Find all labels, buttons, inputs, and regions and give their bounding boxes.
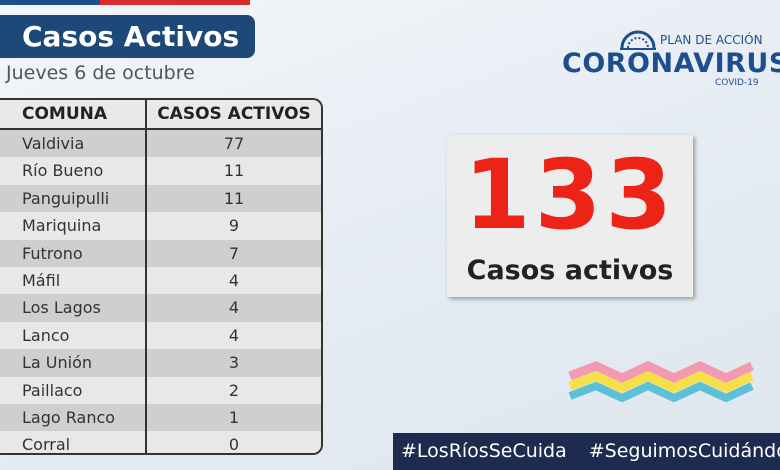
table-row: Paillaco 2 [0, 376, 321, 404]
table-row: Corral 0 [0, 431, 321, 455]
cell-casos: 4 [228, 325, 240, 345]
cell-comuna: Paillaco [0, 376, 147, 404]
table-row: Futrono 7 [0, 239, 321, 267]
cell-comuna: Panguipulli [0, 184, 147, 213]
total-box: 133 Casos activos [447, 135, 693, 297]
cell-casos: 7 [228, 243, 240, 263]
table-row: Los Lagos 4 [0, 294, 321, 322]
logo-icon [620, 30, 656, 50]
wave-decoration [568, 361, 754, 403]
cell-casos: 2 [228, 380, 240, 400]
logo-name: CORONAVIRUS [562, 48, 780, 79]
cell-casos: 11 [223, 161, 245, 181]
total-value: 133 [463, 139, 677, 251]
column-header: CASOS ACTIVOS [157, 104, 311, 124]
table-row: Valdivia 77 [0, 130, 321, 158]
table-row: La Unión 3 [0, 349, 321, 377]
cell-comuna: Lago Ranco [0, 403, 147, 432]
cell-casos: 4 [228, 270, 240, 290]
table-header: COMUNA CASOS ACTIVOS [0, 100, 321, 130]
cell-comuna: Río Bueno [0, 157, 147, 185]
hashtag-bar: #LosRíosSeCuida #SeguimosCuidándonos [393, 433, 780, 470]
column-header: COMUNA [0, 100, 147, 128]
cell-casos: 77 [223, 134, 245, 153]
cell-comuna: Futrono [0, 239, 147, 267]
cell-casos: 0 [228, 435, 240, 455]
cell-casos: 4 [228, 298, 240, 318]
table-row: Máfil 4 [0, 266, 321, 295]
table-row: Lago Ranco 1 [0, 403, 321, 432]
cell-casos: 9 [228, 216, 240, 236]
cell-comuna: Máfil [0, 266, 147, 295]
cell-comuna: Mariquina [0, 212, 147, 240]
cell-comuna: Valdivia [0, 130, 147, 158]
logo-tagline: PLAN DE ACCIÓN [660, 33, 763, 47]
total-label: Casos activos [466, 255, 674, 286]
hashtag: #SeguimosCuidándonos [588, 440, 780, 462]
date: Jueves 6 de octubre [6, 62, 195, 84]
cell-comuna: La Unión [0, 349, 147, 377]
cell-casos: 3 [228, 353, 240, 373]
hashtag: #LosRíosSeCuida [401, 440, 567, 462]
table-row: Lanco 4 [0, 321, 321, 350]
table-row: Río Bueno 11 [0, 157, 321, 185]
table-row: Panguipulli 11 [0, 184, 321, 213]
cell-comuna: Lanco [0, 321, 147, 350]
table: COMUNA CASOS ACTIVOS Valdivia 77 Río Bueno… [0, 98, 323, 455]
table-row: Mariquina 9 [0, 212, 321, 240]
cell-comuna: Corral [0, 431, 147, 453]
cell-casos: 11 [223, 188, 245, 208]
logo-sub: COVID-19 [715, 78, 759, 88]
flag-stripe [0, 0, 250, 5]
cell-comuna: Los Lagos [0, 294, 147, 322]
title: Casos Activos [0, 15, 255, 58]
cell-casos: 1 [228, 407, 240, 427]
